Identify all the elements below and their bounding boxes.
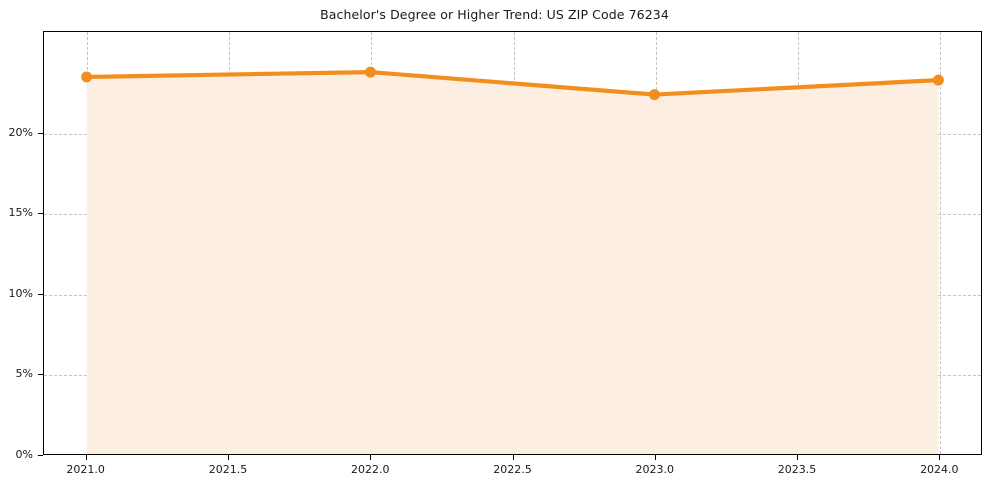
x-tick-mark [370,455,372,460]
x-tick-label: 2024.0 [920,463,959,476]
data-point-marker [648,89,660,101]
series-layer [81,66,944,454]
y-tick-label: 15% [8,206,33,220]
x-tick-mark [227,455,229,460]
y-tick-label: 0% [15,448,33,461]
x-tick-mark [512,455,514,460]
series-markers [81,66,944,101]
y-tick-mark [38,455,43,456]
x-tick-label: 2021.5 [208,463,248,476]
y-tick-mark [38,213,43,215]
area-fill-shape [86,72,939,454]
y-tick-mark [38,374,43,376]
chart-title: Bachelor's Degree or Higher Trend: US ZI… [320,7,669,22]
y-tick-label: 10% [8,286,33,300]
y-tick-label: 20% [8,125,33,139]
gridline-vertical [940,32,942,454]
x-tick-mark [797,455,799,460]
x-tick-label: 2022.0 [350,463,390,476]
series-line-shape [84,70,941,97]
x-tick-label: 2023.5 [777,463,817,476]
x-tick-label: 2022.5 [493,463,532,476]
x-tick-mark [939,455,941,460]
data-point-marker [365,66,377,78]
y-tick-mark [38,293,43,295]
data-point-marker [81,71,93,83]
y-tick-label: 5% [15,367,33,381]
data-point-marker [932,74,944,86]
x-tick-mark [654,455,656,460]
x-tick-mark [85,455,87,460]
plot-inner [44,32,981,454]
y-tick-mark [38,132,43,134]
plot-area [43,31,982,455]
x-tick-label: 2021.0 [66,463,105,476]
x-tick-label: 2023.0 [635,463,675,476]
